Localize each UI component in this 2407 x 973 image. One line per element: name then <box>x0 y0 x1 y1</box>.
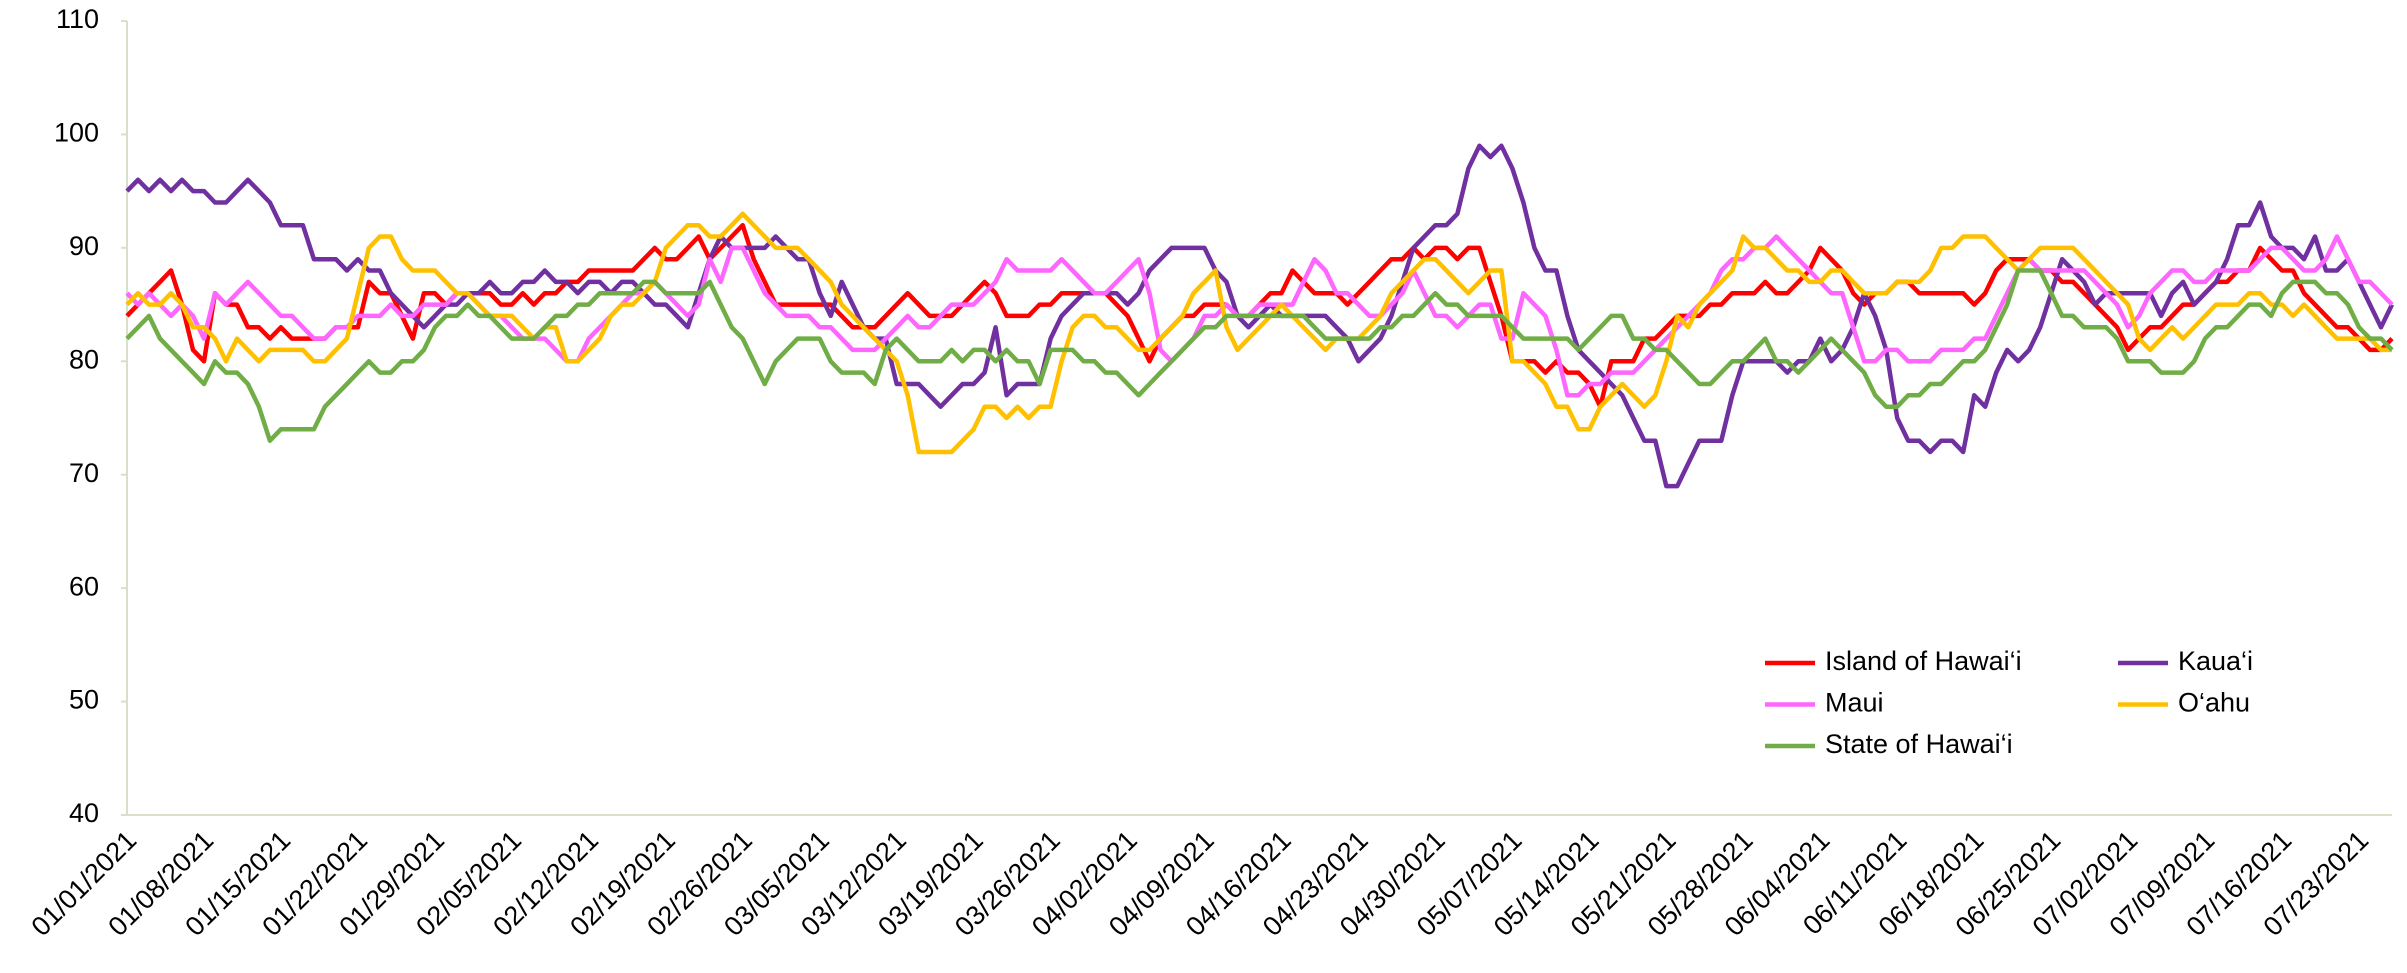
y-tick-label: 50 <box>69 685 99 715</box>
legend-label: Maui <box>1825 688 1884 718</box>
y-tick-label: 70 <box>69 458 99 488</box>
y-tick-label: 110 <box>56 4 99 34</box>
y-tick-label: 80 <box>69 344 99 374</box>
y-tick-label: 90 <box>69 231 99 261</box>
y-tick-label: 40 <box>69 798 99 828</box>
series-line <box>125 268 2394 443</box>
series-line <box>125 211 2392 455</box>
y-tick-label: 100 <box>54 118 99 148</box>
legend-label: Kaua‘i <box>2178 646 2253 676</box>
legend-label: State of Hawai‘i <box>1825 729 2013 759</box>
legend-label: Island of Hawai‘i <box>1825 646 2022 676</box>
legend-label: O‘ahu <box>2178 688 2250 718</box>
y-tick-label: 60 <box>69 571 99 601</box>
